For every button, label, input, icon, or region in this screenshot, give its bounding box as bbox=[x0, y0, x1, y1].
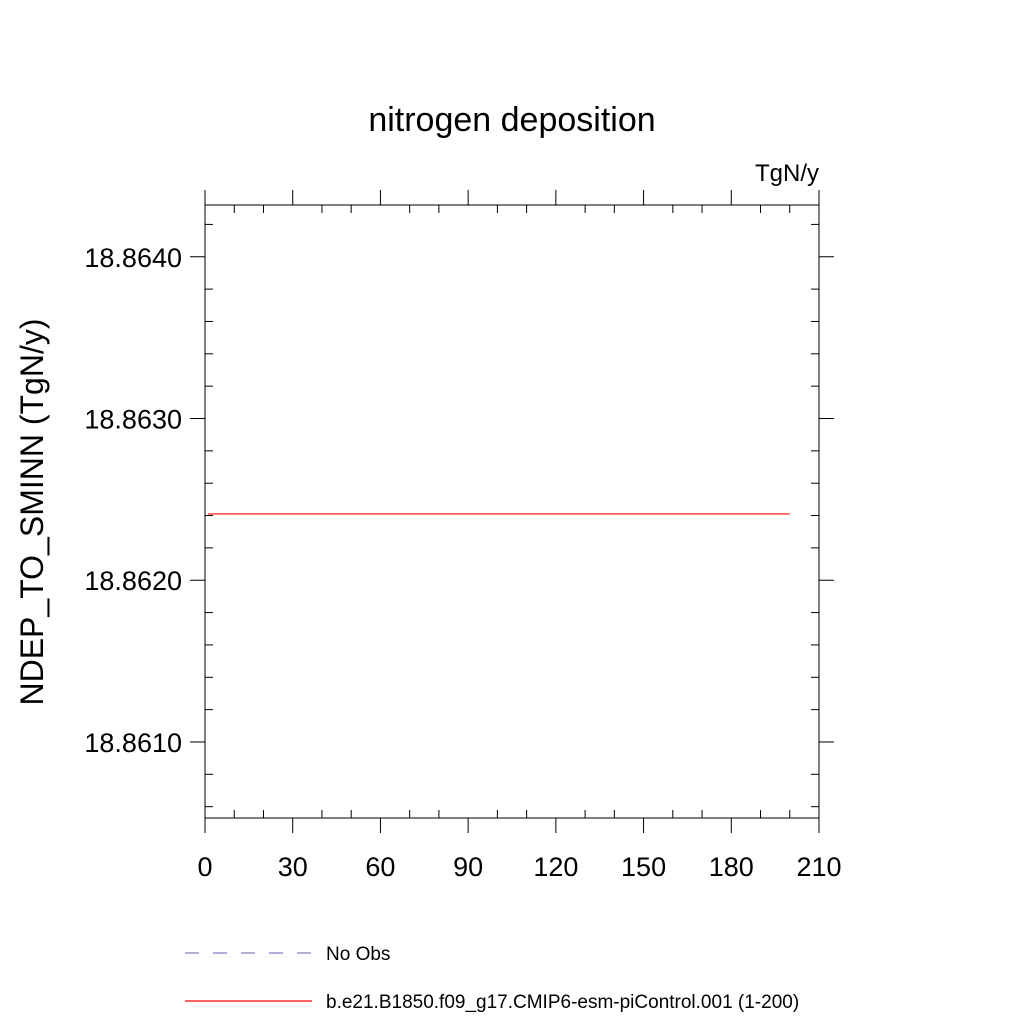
y-tick-label: 18.8620 bbox=[84, 566, 182, 596]
x-tick-label: 150 bbox=[621, 852, 666, 882]
x-tick-label: 0 bbox=[197, 852, 212, 882]
units-label: TgN/y bbox=[755, 160, 819, 187]
y-axis-label: NDEP_TO_SMINN (TgN/y) bbox=[14, 318, 50, 705]
x-tick-label: 210 bbox=[796, 852, 841, 882]
x-tick-label: 60 bbox=[365, 852, 395, 882]
chart-title: nitrogen deposition bbox=[368, 101, 655, 139]
legend-label: No Obs bbox=[326, 944, 390, 965]
legend-label: b.e21.B1850.f09_g17.CMIP6-esm-piControl.… bbox=[326, 992, 799, 1013]
y-tick-label: 18.8640 bbox=[84, 243, 182, 273]
axis-ticks bbox=[190, 190, 834, 833]
legend: No Obs b.e21.B1850.f09_g17.CMIP6-esm-piCo… bbox=[185, 944, 799, 1013]
x-tick-label: 90 bbox=[453, 852, 483, 882]
y-tick-label: 18.8610 bbox=[84, 728, 182, 758]
x-tick-label: 120 bbox=[533, 852, 578, 882]
x-tick-label: 30 bbox=[278, 852, 308, 882]
axis-tick-labels: 0 30 60 90 120 150 180 210 18.8610 18.8620 18.8630… bbox=[84, 243, 841, 882]
y-tick-label: 18.8630 bbox=[84, 404, 182, 434]
plot-frame bbox=[204, 204, 820, 819]
x-tick-label: 180 bbox=[709, 852, 754, 882]
